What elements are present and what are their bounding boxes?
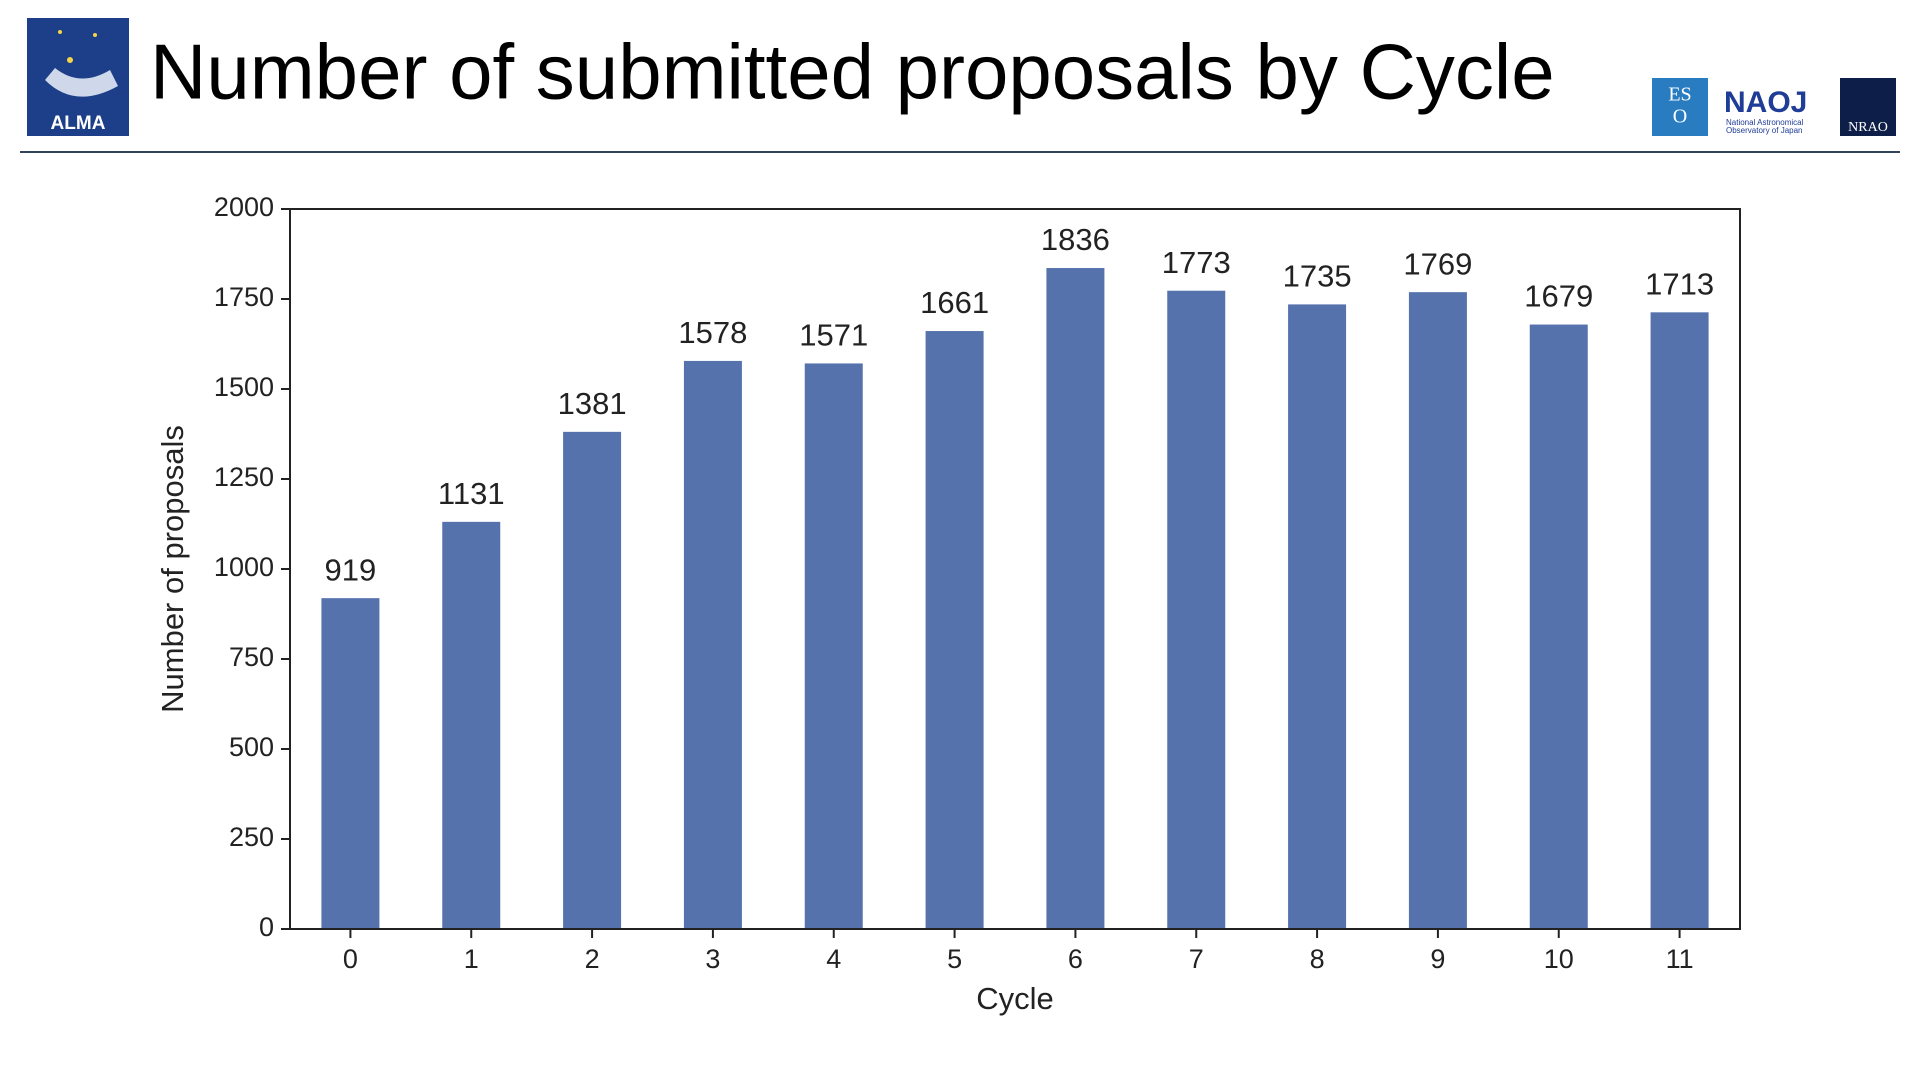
naoj-logo-subtext: Observatory of Japan xyxy=(1726,126,1802,135)
plot-frame xyxy=(289,208,1741,930)
value-label: 1381 xyxy=(558,386,627,421)
y-tick-label: 0 xyxy=(259,912,274,942)
bar xyxy=(804,363,863,929)
alma-logo-text: ALMA xyxy=(51,113,106,134)
x-tick-label: 10 xyxy=(1544,944,1574,974)
bar xyxy=(683,360,742,929)
x-tick-label: 8 xyxy=(1310,944,1325,974)
x-tick-label: 4 xyxy=(826,944,841,974)
x-tick-label: 9 xyxy=(1430,944,1445,974)
y-tick-label: 250 xyxy=(229,822,274,852)
x-tick-label: 5 xyxy=(947,944,962,974)
bar xyxy=(442,521,501,929)
bar xyxy=(1288,304,1347,929)
y-tick-label: 750 xyxy=(229,642,274,672)
y-tick-label: 1000 xyxy=(214,552,274,582)
x-tick-label: 6 xyxy=(1068,944,1083,974)
y-tick-label: 1500 xyxy=(214,372,274,402)
eso-logo-text: ES xyxy=(1668,84,1691,106)
nrao-logo xyxy=(1840,78,1896,136)
eso-logo-text: O xyxy=(1673,106,1687,128)
x-tick-label: 0 xyxy=(343,944,358,974)
value-label: 1735 xyxy=(1283,259,1352,294)
y-axis-label: Number of proposals xyxy=(155,425,190,713)
value-label: 919 xyxy=(325,552,377,587)
bar xyxy=(1167,290,1226,930)
naoj-logo-text: NAOJ xyxy=(1724,86,1807,119)
value-label: 1131 xyxy=(438,476,505,511)
bar xyxy=(1650,312,1709,929)
x-axis-label: Cycle xyxy=(976,981,1054,1016)
y-tick-label: 2000 xyxy=(214,192,274,222)
value-label: 1571 xyxy=(799,318,868,353)
value-label: 1679 xyxy=(1524,279,1593,314)
alma-dish xyxy=(45,68,118,97)
star xyxy=(67,57,73,63)
value-label: 1769 xyxy=(1403,246,1472,281)
slide-title: Number of submitted proposals by Cycle xyxy=(150,28,1555,116)
bar xyxy=(1408,292,1467,929)
bar xyxy=(925,331,984,929)
value-label: 1836 xyxy=(1041,222,1110,257)
bar xyxy=(563,431,622,929)
x-tick-label: 3 xyxy=(705,944,720,974)
bar xyxy=(1529,324,1588,929)
value-label: 1773 xyxy=(1162,245,1231,280)
star xyxy=(58,30,62,34)
naoj-logo-subtext: National Astronomical xyxy=(1726,118,1804,127)
x-tick-label: 1 xyxy=(464,944,479,974)
star xyxy=(93,33,97,37)
eso-logo xyxy=(1652,78,1708,136)
y-tick-label: 500 xyxy=(229,732,274,762)
value-label: 1713 xyxy=(1645,267,1714,302)
value-label: 1661 xyxy=(920,285,989,320)
y-tick-label: 1750 xyxy=(214,282,274,312)
bar xyxy=(1046,268,1105,929)
x-tick-label: 2 xyxy=(585,944,600,974)
x-tick-label: 7 xyxy=(1189,944,1204,974)
value-label: 1578 xyxy=(678,315,747,350)
x-tick-label: 11 xyxy=(1666,944,1694,974)
bar xyxy=(321,598,380,929)
nrao-logo-text: NRAO xyxy=(1848,120,1888,135)
y-tick-label: 1250 xyxy=(214,462,274,492)
